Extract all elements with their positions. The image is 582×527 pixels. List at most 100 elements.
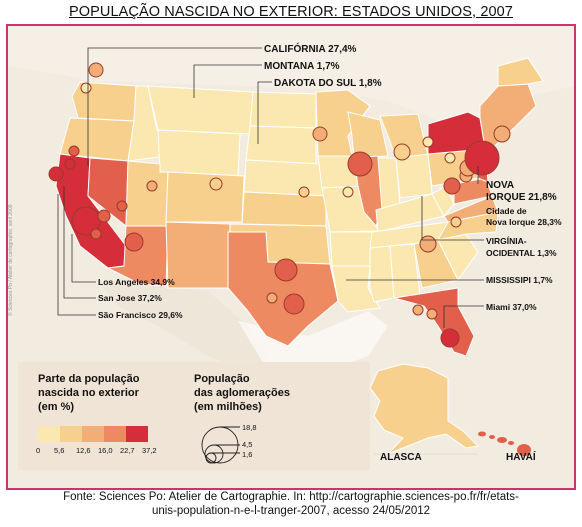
label-san-jose: San Jose 37,2%	[98, 293, 162, 303]
leader-virginia	[421, 196, 484, 241]
city-houston	[283, 293, 305, 315]
label-montana: MONTANA 1,7%	[264, 61, 340, 72]
source-line-1: Fonte: Sciences Po: Atelier de Cartograp…	[63, 491, 519, 503]
state-maryland	[453, 177, 493, 205]
legend-tick-0: 0	[36, 446, 40, 455]
state-new-mexico	[165, 221, 231, 289]
leader-lines	[57, 47, 484, 328]
states	[55, 57, 544, 357]
city-pittsburgh	[444, 152, 456, 164]
label-mississipi: MISSISSIPI 1,7%	[486, 275, 553, 285]
city-phoenix	[124, 232, 144, 252]
source-line-2: unis-population-n-e-l-tranger-2007, aces…	[151, 505, 431, 517]
city-tampa	[412, 304, 424, 316]
state-montana	[147, 85, 254, 135]
legend-pop-18-8: 18,8	[242, 423, 257, 432]
city-riverside	[97, 209, 111, 223]
label-alasca: ALASCA	[380, 452, 422, 463]
legend-swatch-1	[38, 426, 60, 442]
legend-tick-3: 16,0	[98, 446, 113, 455]
city-dallas	[274, 258, 298, 282]
state-south-dakota	[245, 125, 317, 165]
canada-region	[8, 26, 574, 136]
leader-san-jose	[63, 186, 96, 299]
alaska-shape	[369, 363, 480, 455]
state-north-dakota	[249, 91, 317, 129]
mexico-region	[98, 281, 268, 376]
map-title: POPULAÇÃO NASCIDA NO EXTERIOR: ESTADOS U…	[69, 4, 513, 20]
city-st-louis	[342, 186, 354, 198]
map-credit: © Sciences Po / Atelier de cartographie,…	[8, 204, 14, 316]
city-san-diego	[90, 228, 102, 240]
state-nebraska	[243, 159, 325, 197]
gulf-of-mexico	[238, 311, 388, 371]
city-boston	[493, 125, 511, 143]
city-kansas	[298, 186, 310, 198]
city-charlotte	[450, 216, 462, 228]
city-sacramento	[68, 145, 80, 157]
legend-color-scale	[38, 426, 148, 442]
leader-miami	[443, 305, 484, 328]
leader-san-francisco	[57, 194, 96, 316]
legend-share-title-1: Parte da população	[38, 373, 140, 385]
legend-share-title-3: (em %)	[38, 401, 74, 413]
hawaii-shape	[478, 431, 531, 456]
source-note: Fonte: Sciences Po: Atelier de Cartograp…	[0, 490, 582, 518]
state-kansas	[241, 191, 327, 227]
legend-pop-1-6: 1,6	[242, 450, 252, 459]
label-nova-iorque-2: IORQUE 21,8%	[486, 192, 557, 203]
label-los-angeles: Los Angeles 34,9%	[98, 277, 175, 287]
city-new-york	[464, 140, 500, 176]
legend-pop-title-3: (em milhões)	[194, 401, 262, 413]
label-virginia-2: OCIDENTAL 1,3%	[486, 248, 557, 258]
legend-tick-5: 37,2	[142, 446, 157, 455]
city-san-francisco	[48, 166, 64, 182]
city-minneapolis	[312, 126, 328, 142]
city-miami	[440, 328, 460, 348]
legend-tick-1: 5,6	[54, 446, 64, 455]
legend-circle-sizes	[201, 426, 240, 464]
city-orlando	[426, 308, 438, 320]
legend-swatch-3	[82, 426, 104, 442]
legend-swatch-2	[60, 426, 82, 442]
city-san-antonio	[266, 292, 278, 304]
leader-los-angeles	[71, 234, 96, 283]
city-salt-lake	[146, 180, 158, 192]
city-seattle	[88, 62, 104, 78]
label-cidade-ny-2: Nova Iorque 28,3%	[486, 217, 562, 227]
city-portland	[80, 82, 92, 94]
state-mississippi	[369, 245, 395, 303]
state-wyoming	[157, 129, 241, 177]
map-frame: CALIFÓRNIA 27,4% MONTANA 1,7% DAKOTA DO …	[6, 24, 576, 490]
state-texas	[227, 231, 339, 347]
city-chicago	[347, 151, 373, 177]
legend-tick-2: 12,6	[76, 446, 91, 455]
legend-tick-4: 22,7	[120, 446, 135, 455]
label-virginia-1: VIRGÍNIA-	[486, 236, 527, 246]
city-washington	[443, 177, 461, 195]
city-san-jose	[64, 158, 76, 170]
city-circles	[48, 62, 511, 348]
leader-california	[87, 47, 262, 166]
legend-swatch-5	[126, 426, 148, 442]
city-las-vegas	[116, 200, 128, 212]
state-colorado	[165, 171, 245, 223]
label-california: CALIFÓRNIA 27,4%	[264, 42, 357, 55]
label-miami: Miami 37,0%	[486, 302, 537, 312]
label-cidade-ny-1: Cidade de	[486, 206, 527, 216]
state-arkansas	[329, 231, 373, 267]
legend-pop-title-2: das aglomerações	[194, 387, 290, 399]
map-canvas: CALIFÓRNIA 27,4% MONTANA 1,7% DAKOTA DO …	[8, 26, 574, 488]
legend-swatch-4	[104, 426, 126, 442]
state-maine	[497, 57, 544, 87]
legend-share-title-2: nascida no exterior	[38, 387, 140, 399]
leader-dakota	[257, 81, 272, 144]
label-san-francisco: São Francisco 29,6%	[98, 310, 183, 320]
city-detroit	[393, 143, 411, 161]
label-havai: HAVAÍ	[506, 450, 536, 463]
city-cleveland	[422, 136, 434, 148]
legend-pop-title-1: População	[194, 373, 250, 385]
label-dakota-sul: DAKOTA DO SUL 1,8%	[274, 78, 382, 89]
state-virginia	[443, 195, 499, 223]
state-ohio	[395, 153, 433, 199]
